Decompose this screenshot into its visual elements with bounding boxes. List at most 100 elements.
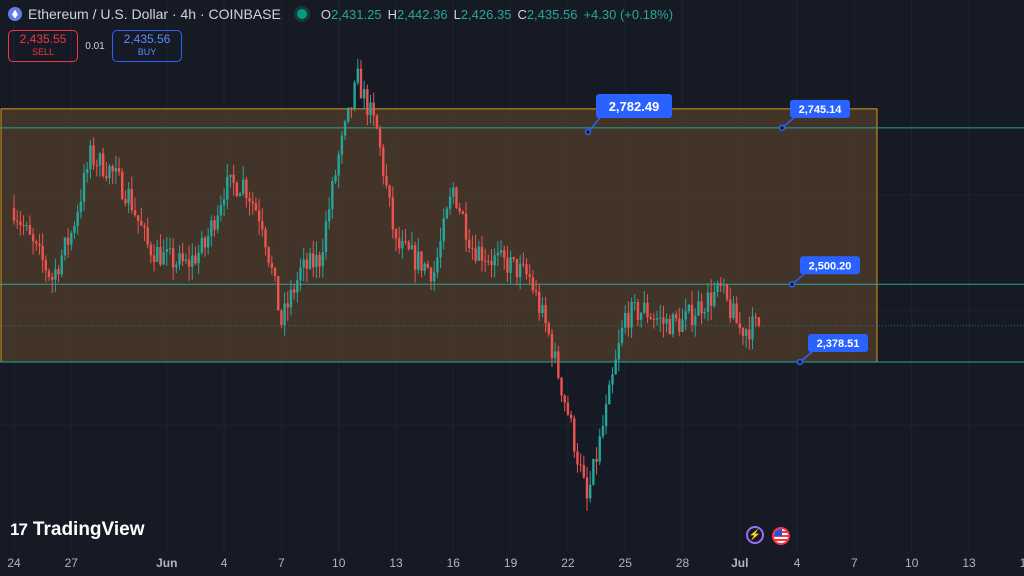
candle-body xyxy=(19,221,22,225)
low-label: L xyxy=(453,6,461,22)
price-callout-box[interactable] xyxy=(790,99,850,118)
candle-body xyxy=(681,319,684,332)
candle-body xyxy=(624,313,627,328)
candle-body xyxy=(452,187,455,197)
candle-body xyxy=(652,318,656,320)
tradingview-logo[interactable]: 17 TradingView xyxy=(10,519,145,541)
candle-body xyxy=(47,270,51,277)
candle-body xyxy=(156,247,159,262)
candle-body xyxy=(684,311,687,320)
candle-body xyxy=(283,303,286,325)
callout-anchor[interactable] xyxy=(584,128,592,136)
buy-button[interactable]: 2,435.56 BUY xyxy=(112,30,182,62)
candle-body xyxy=(22,224,25,226)
candle-body xyxy=(54,269,57,280)
candle-body xyxy=(124,198,127,204)
symbol-title[interactable]: Ethereum / U.S. Dollar · 4h · COINBASE xyxy=(28,6,281,22)
price-callout-box[interactable] xyxy=(808,334,868,352)
candle-body xyxy=(213,220,216,230)
candle-body xyxy=(191,255,194,267)
candle-body xyxy=(200,237,204,253)
callout-anchor[interactable] xyxy=(796,358,804,366)
candle-body xyxy=(509,257,512,273)
candle-body xyxy=(105,175,108,179)
candle-body xyxy=(458,207,461,212)
candle-body xyxy=(442,218,445,242)
x-tick-label: 13 xyxy=(962,556,976,570)
candle-body xyxy=(350,107,353,109)
candle-body xyxy=(197,252,200,264)
change-value: +4.30 (+0.18%) xyxy=(583,6,674,22)
candle-body xyxy=(70,232,73,245)
candle-body xyxy=(461,211,465,214)
candle-body xyxy=(245,179,248,198)
candle-body xyxy=(557,351,560,378)
candle-body xyxy=(184,259,188,262)
candle-body xyxy=(340,135,344,155)
candle-body xyxy=(541,305,544,314)
candle-body xyxy=(162,251,165,265)
candle-body xyxy=(181,253,184,262)
candle-body xyxy=(744,329,748,336)
candle-body xyxy=(248,197,251,202)
price-callout-box[interactable] xyxy=(596,94,672,118)
candle-body xyxy=(455,187,458,208)
candle-body xyxy=(289,289,293,308)
candle-body xyxy=(394,229,398,239)
candle-body xyxy=(168,248,172,250)
candle-body xyxy=(232,174,235,183)
candle-body xyxy=(315,254,318,268)
candle-body xyxy=(66,237,70,245)
candle-body xyxy=(433,272,436,282)
callout-anchor[interactable] xyxy=(778,124,786,132)
candle-body xyxy=(143,225,146,228)
candle-body xyxy=(595,459,598,462)
candle-body xyxy=(417,251,420,270)
candle-body xyxy=(614,359,617,375)
candle-body xyxy=(420,251,423,271)
candle-body xyxy=(299,267,302,281)
price-callout-box[interactable] xyxy=(800,256,860,275)
candle-body xyxy=(528,274,531,278)
candle-body xyxy=(757,317,761,326)
candle-body xyxy=(646,302,649,318)
price-callout-label: 2,500.20 xyxy=(809,260,852,272)
callout-anchor[interactable] xyxy=(788,281,796,288)
candle-body xyxy=(391,197,395,230)
candle-body xyxy=(273,267,277,277)
tradingview-mark-icon: 17 xyxy=(10,520,28,539)
candle-body xyxy=(611,374,614,385)
candle-body xyxy=(496,252,500,256)
candle-body xyxy=(426,263,430,268)
trade-panel: 2,435.55 SELL 0.01 2,435.56 BUY xyxy=(8,30,182,62)
candle-body xyxy=(57,269,60,275)
candle-body xyxy=(296,280,299,293)
spread-value: 0.01 xyxy=(85,40,105,52)
candle-body xyxy=(636,301,640,320)
candle-body xyxy=(608,384,611,405)
candle-body xyxy=(60,255,63,275)
candle-body xyxy=(706,292,710,312)
sell-button[interactable]: 2,435.55 SELL xyxy=(8,30,78,62)
range-zone[interactable] xyxy=(0,108,878,363)
candle-body xyxy=(506,257,509,273)
candle-body xyxy=(582,465,586,478)
candle-body xyxy=(229,174,232,177)
candle-body xyxy=(538,291,541,314)
candle-body xyxy=(114,168,118,172)
candle-body xyxy=(353,82,356,109)
candle-body xyxy=(585,477,589,499)
candle-body xyxy=(713,292,716,306)
candle-body xyxy=(159,247,162,265)
us-flag-event-icon[interactable] xyxy=(772,527,790,545)
lightning-event-icon[interactable]: ⚡ xyxy=(746,526,764,544)
candle-body xyxy=(410,245,414,249)
candle-body xyxy=(82,172,86,202)
candle-body xyxy=(327,209,331,222)
candle-body xyxy=(331,181,334,210)
candle-body xyxy=(436,257,439,273)
candle-body xyxy=(601,426,605,437)
sell-price: 2,435.55 xyxy=(19,32,67,46)
candle-body xyxy=(499,250,503,253)
